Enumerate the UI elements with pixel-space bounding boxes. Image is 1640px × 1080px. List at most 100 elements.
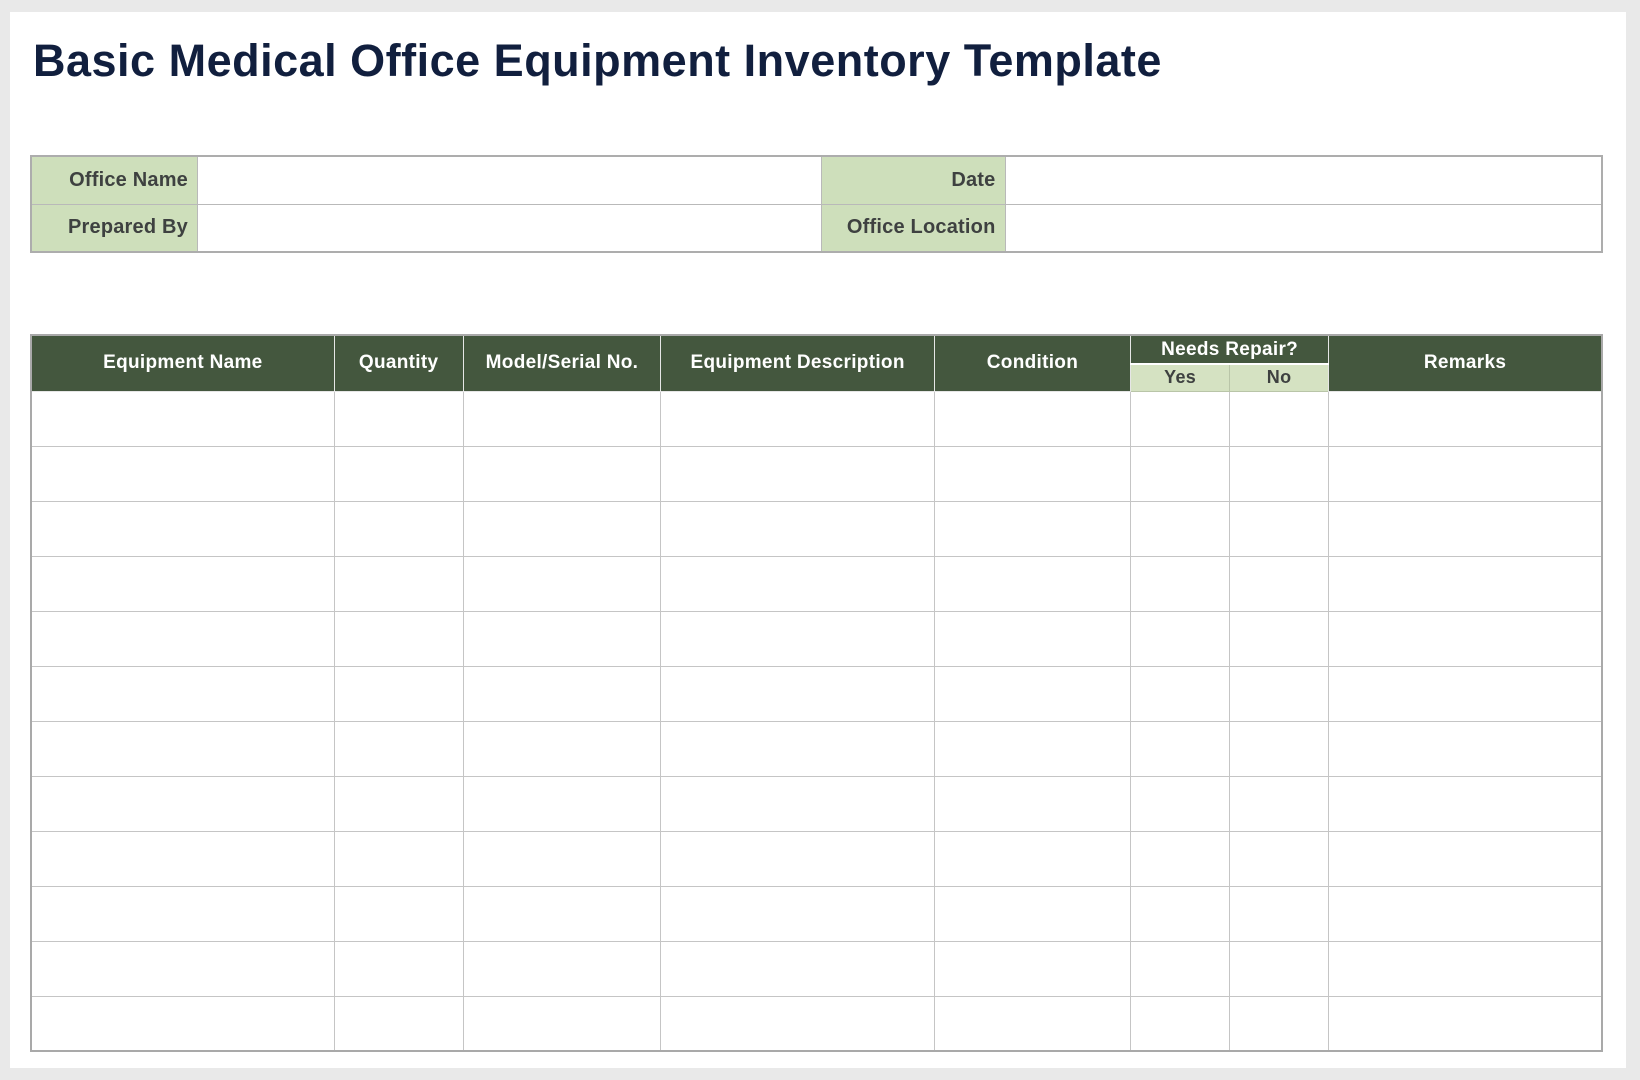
inventory-cell[interactable]: [660, 830, 935, 887]
inventory-cell[interactable]: [1130, 610, 1231, 667]
inventory-cell[interactable]: [1130, 775, 1231, 832]
inventory-cell[interactable]: [462, 885, 662, 942]
inventory-cell[interactable]: [933, 610, 1132, 667]
inventory-cell[interactable]: [1328, 665, 1603, 722]
inventory-cell[interactable]: [333, 500, 464, 557]
inventory-cell[interactable]: [462, 775, 662, 832]
inventory-cell[interactable]: [462, 665, 662, 722]
inventory-cell[interactable]: [1130, 390, 1231, 447]
inventory-cell[interactable]: [660, 555, 935, 612]
inventory-cell[interactable]: [933, 775, 1132, 832]
inventory-cell[interactable]: [1229, 555, 1330, 612]
inventory-cell[interactable]: [462, 830, 662, 887]
inventory-cell[interactable]: [333, 830, 464, 887]
inventory-cell[interactable]: [1229, 445, 1330, 502]
inventory-cell[interactable]: [660, 995, 935, 1052]
inventory-cell[interactable]: [1328, 555, 1603, 612]
inventory-cell[interactable]: [30, 830, 335, 887]
inventory-cell[interactable]: [462, 500, 662, 557]
inventory-cell[interactable]: [30, 940, 335, 997]
inventory-cell[interactable]: [1328, 885, 1603, 942]
office-location-input[interactable]: [1004, 203, 1603, 253]
inventory-cell[interactable]: [1229, 940, 1330, 997]
inventory-cell[interactable]: [30, 775, 335, 832]
date-input[interactable]: [1004, 155, 1603, 205]
inventory-cell[interactable]: [30, 995, 335, 1052]
inventory-cell[interactable]: [660, 885, 935, 942]
inventory-cell[interactable]: [660, 445, 935, 502]
inventory-cell[interactable]: [933, 885, 1132, 942]
inventory-cell[interactable]: [333, 665, 464, 722]
inventory-cell[interactable]: [933, 390, 1132, 447]
inventory-cell[interactable]: [1130, 445, 1231, 502]
inventory-cell[interactable]: [30, 500, 335, 557]
inventory-cell[interactable]: [660, 390, 935, 447]
inventory-cell[interactable]: [660, 940, 935, 997]
prepared-by-input[interactable]: [197, 203, 822, 253]
inventory-cell[interactable]: [1130, 885, 1231, 942]
inventory-cell[interactable]: [30, 390, 335, 447]
inventory-cell[interactable]: [1328, 445, 1603, 502]
inventory-cell[interactable]: [1130, 555, 1231, 612]
inventory-cell[interactable]: [1328, 610, 1603, 667]
inventory-cell[interactable]: [333, 555, 464, 612]
inventory-cell[interactable]: [333, 445, 464, 502]
inventory-cell[interactable]: [933, 995, 1132, 1052]
inventory-cell[interactable]: [30, 610, 335, 667]
inventory-cell[interactable]: [333, 940, 464, 997]
inventory-cell[interactable]: [1229, 665, 1330, 722]
inventory-cell[interactable]: [462, 390, 662, 447]
inventory-cell[interactable]: [462, 610, 662, 667]
inventory-cell[interactable]: [462, 445, 662, 502]
inventory-cell[interactable]: [1130, 665, 1231, 722]
inventory-cell[interactable]: [1229, 390, 1330, 447]
inventory-cell[interactable]: [1229, 995, 1330, 1052]
inventory-cell[interactable]: [333, 720, 464, 777]
inventory-cell[interactable]: [1130, 720, 1231, 777]
inventory-cell[interactable]: [462, 995, 662, 1052]
inventory-cell[interactable]: [1229, 830, 1330, 887]
inventory-cell[interactable]: [30, 555, 335, 612]
inventory-cell[interactable]: [333, 390, 464, 447]
inventory-cell[interactable]: [30, 720, 335, 777]
inventory-cell[interactable]: [333, 610, 464, 667]
inventory-cell[interactable]: [933, 720, 1132, 777]
inventory-cell[interactable]: [1328, 830, 1603, 887]
inventory-cell[interactable]: [333, 995, 464, 1052]
inventory-cell[interactable]: [933, 445, 1132, 502]
inventory-cell[interactable]: [1328, 995, 1603, 1052]
inventory-cell[interactable]: [1328, 390, 1603, 447]
inventory-cell[interactable]: [1328, 775, 1603, 832]
inventory-cell[interactable]: [333, 885, 464, 942]
inventory-cell[interactable]: [933, 500, 1132, 557]
inventory-cell[interactable]: [1229, 500, 1330, 557]
inventory-cell[interactable]: [1229, 885, 1330, 942]
inventory-cell[interactable]: [462, 720, 662, 777]
inventory-cell[interactable]: [933, 665, 1132, 722]
inventory-cell[interactable]: [660, 775, 935, 832]
inventory-cell[interactable]: [30, 445, 335, 502]
office-name-input[interactable]: [197, 155, 822, 205]
inventory-cell[interactable]: [1328, 500, 1603, 557]
inventory-cell[interactable]: [1229, 775, 1330, 832]
inventory-cell[interactable]: [1328, 720, 1603, 777]
inventory-cell[interactable]: [660, 665, 935, 722]
inventory-cell[interactable]: [660, 500, 935, 557]
inventory-cell[interactable]: [462, 555, 662, 612]
inventory-cell[interactable]: [30, 665, 335, 722]
inventory-cell[interactable]: [933, 940, 1132, 997]
inventory-cell[interactable]: [462, 940, 662, 997]
inventory-cell[interactable]: [1130, 940, 1231, 997]
inventory-cell[interactable]: [933, 555, 1132, 612]
inventory-cell[interactable]: [30, 885, 335, 942]
inventory-cell[interactable]: [1328, 940, 1603, 997]
inventory-cell[interactable]: [1130, 500, 1231, 557]
inventory-cell[interactable]: [1229, 610, 1330, 667]
inventory-cell[interactable]: [1130, 830, 1231, 887]
inventory-cell[interactable]: [333, 775, 464, 832]
inventory-cell[interactable]: [933, 830, 1132, 887]
inventory-cell[interactable]: [1229, 720, 1330, 777]
inventory-cell[interactable]: [1130, 995, 1231, 1052]
inventory-cell[interactable]: [660, 720, 935, 777]
inventory-cell[interactable]: [660, 610, 935, 667]
